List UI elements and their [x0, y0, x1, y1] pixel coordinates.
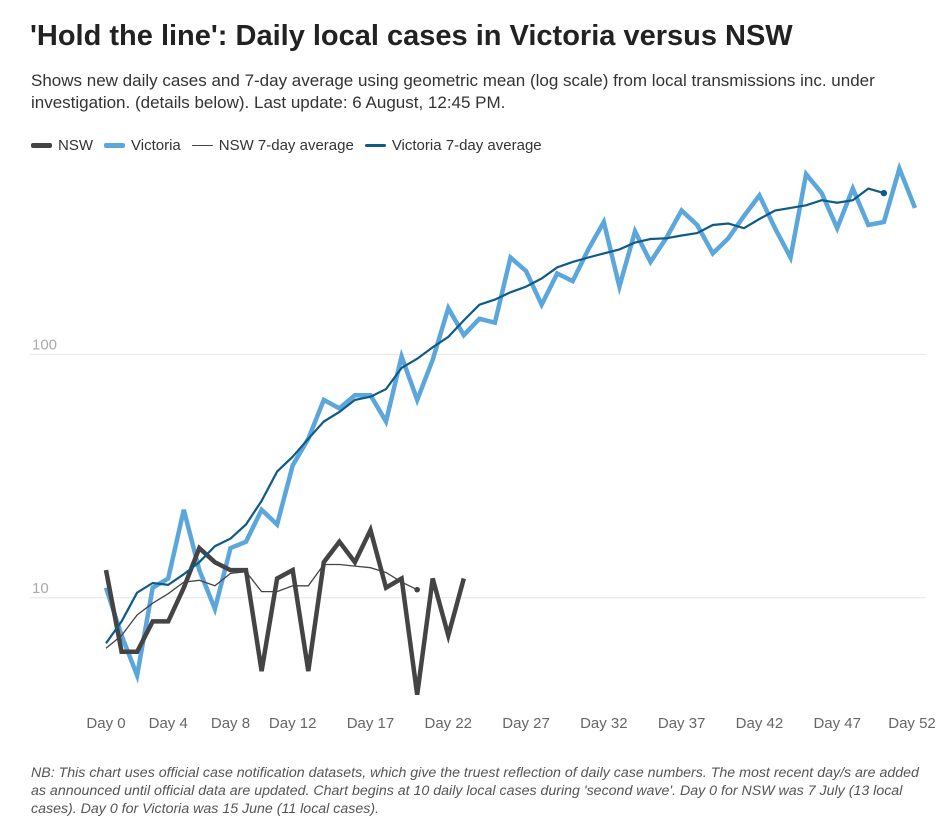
series-line-victoria — [103, 161, 918, 684]
grid-lines — [30, 353, 926, 599]
legend-label-nsw: NSW — [58, 137, 93, 154]
chart-subtitle: Shows new daily cases and 7-day average … — [31, 71, 875, 112]
legend-item-nsw: NSW — [31, 137, 93, 154]
series-lines — [103, 161, 918, 695]
x-tick-label-day-37: Day 37 — [658, 715, 706, 732]
x-tick-label-day-47: Day 47 — [813, 715, 861, 732]
series-line-nsw — [103, 523, 466, 695]
y-tick-label-10: 10 — [32, 580, 49, 597]
y-tick-label-100: 100 — [32, 336, 57, 353]
legend-swatch-nsw — [31, 143, 52, 148]
x-tick-label-day-4: Day 4 — [149, 715, 188, 732]
series-end-marker-nsw-7-day-average — [414, 586, 420, 593]
legend-swatch-victoria — [104, 143, 125, 148]
series-line-nsw-7-day-average — [105, 563, 418, 649]
series-line-victoria-7-day-average — [105, 187, 885, 644]
chart-title: 'Hold the line': Daily local cases in Vi… — [30, 20, 793, 52]
x-tick-label-day-17: Day 17 — [347, 715, 395, 732]
x-tick-label-day-8: Day 8 — [211, 715, 250, 732]
legend-label-victoria: Victoria — [131, 137, 181, 154]
legend-item-victoria: Victoria — [104, 137, 181, 154]
legend-item-nsw-7-day-average: NSW 7-day average — [191, 137, 354, 154]
series-end-marker-victoria-7-day-average — [880, 189, 888, 197]
axis-labels: 10 100 Day 0 Day 4 Day 8 Day 12 Day 17 Day 22 Da… — [32, 336, 936, 732]
x-tick-label-day-32: Day 32 — [580, 715, 628, 732]
x-tick-label-day-12: Day 12 — [269, 715, 317, 732]
x-tick-label-day-0: Day 0 — [86, 715, 125, 732]
legend-swatch-nsw-7-day-average — [191, 144, 213, 147]
legend-swatch-victoria-7-day-average — [364, 144, 386, 147]
legend-label-nsw-7-day-average: NSW 7-day average — [218, 137, 354, 154]
legend-label-victoria-7-day-average: Victoria 7-day average — [391, 137, 542, 154]
chart-legend: NSW Victoria NSW 7-day average Victoria … — [31, 137, 553, 154]
legend-item-victoria-7-day-average: Victoria 7-day average — [364, 137, 542, 154]
x-tick-label-day-22: Day 22 — [425, 715, 473, 732]
x-tick-label-day-42: Day 42 — [736, 715, 784, 732]
line-chart: 10 100 Day 0 Day 4 Day 8 Day 12 Day 17 Day 22 Da… — [30, 161, 936, 732]
x-tick-label-day-52: Day 52 — [888, 715, 936, 732]
footnote: NB: This chart uses official case notifi… — [31, 765, 919, 817]
x-tick-label-day-27: Day 27 — [502, 715, 550, 732]
